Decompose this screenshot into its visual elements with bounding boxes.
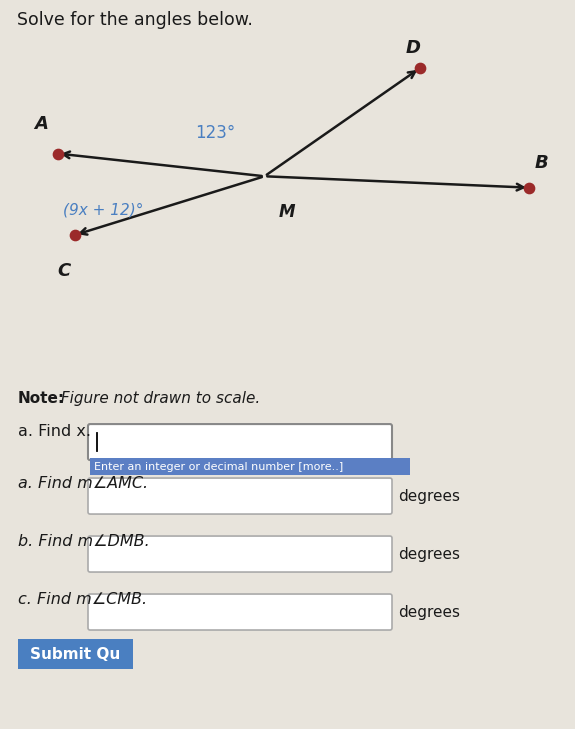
Text: (9x + 12)°: (9x + 12)°	[63, 203, 144, 218]
Text: A: A	[34, 114, 48, 133]
Text: Enter an integer or decimal number [more..]: Enter an integer or decimal number [more…	[94, 461, 343, 472]
Text: degrees: degrees	[398, 547, 460, 561]
Text: Note:: Note:	[18, 391, 65, 406]
Text: Submit Qu: Submit Qu	[30, 647, 121, 661]
FancyBboxPatch shape	[90, 458, 410, 475]
FancyBboxPatch shape	[88, 536, 392, 572]
Point	[415, 63, 424, 74]
Text: b. Find m∠DMB.: b. Find m∠DMB.	[18, 534, 150, 549]
Point	[70, 229, 79, 241]
Text: C: C	[58, 262, 71, 279]
Text: a. Find x.: a. Find x.	[18, 424, 91, 439]
Text: M: M	[279, 203, 296, 221]
FancyBboxPatch shape	[18, 639, 133, 669]
Text: Solve for the angles below.: Solve for the angles below.	[17, 12, 253, 29]
Text: D: D	[405, 39, 420, 57]
Text: Figure not drawn to scale.: Figure not drawn to scale.	[56, 391, 260, 406]
Text: degrees: degrees	[398, 604, 460, 620]
Text: a. Find m∠AMC.: a. Find m∠AMC.	[18, 476, 148, 491]
FancyBboxPatch shape	[88, 478, 392, 514]
Text: degrees: degrees	[398, 488, 460, 504]
FancyBboxPatch shape	[88, 424, 392, 460]
Text: B: B	[535, 155, 549, 173]
Text: 123°: 123°	[196, 124, 236, 142]
Point	[524, 182, 534, 193]
Point	[53, 148, 62, 160]
FancyBboxPatch shape	[88, 594, 392, 630]
Text: c. Find m∠CMB.: c. Find m∠CMB.	[18, 592, 147, 607]
